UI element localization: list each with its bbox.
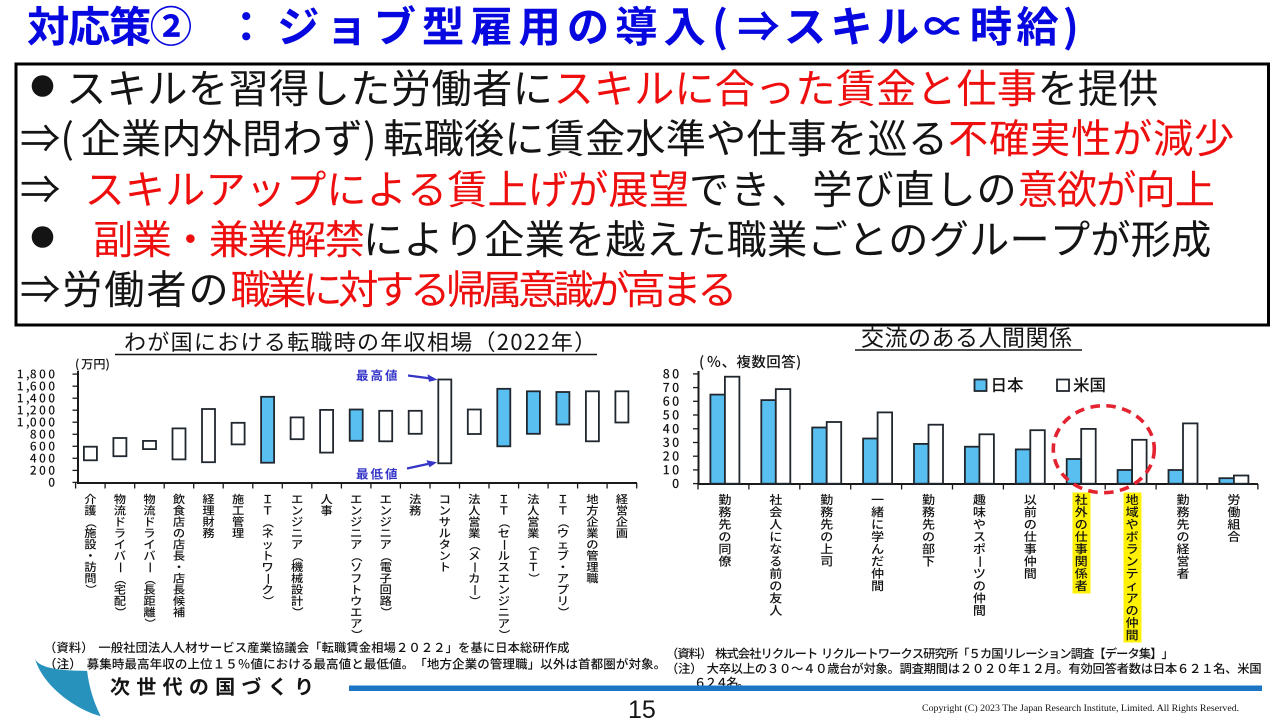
- svg-text:15: 15: [628, 696, 656, 720]
- svg-text:Copyright (C) 2023 The Japan R: Copyright (C) 2023 The Japan Research In…: [922, 703, 1239, 714]
